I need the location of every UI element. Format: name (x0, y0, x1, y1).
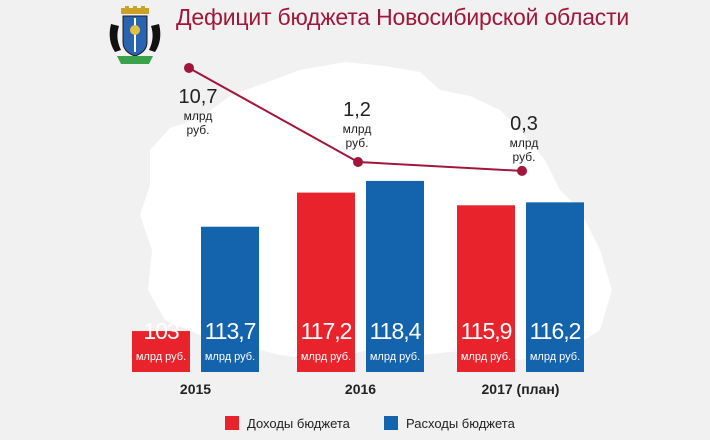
bar-unit-label: млрд руб. (370, 351, 420, 363)
bar-value-label: 118,4 (370, 318, 422, 344)
category-label: 2017 (план) (482, 381, 560, 397)
legend-item-income: Доходы бюджета (225, 414, 350, 432)
bar-value-label: 116,2 (530, 318, 581, 344)
bar-unit-label: млрд руб. (461, 351, 511, 363)
legend-label-expense: Расходы бюджета (406, 415, 515, 431)
legend-item-expense: Расходы бюджета (384, 414, 515, 432)
legend-label-income: Доходы бюджета (247, 415, 350, 431)
bar-expense-2 (526, 202, 584, 372)
legend-swatch-income (225, 416, 239, 430)
legend-swatch-expense (384, 416, 398, 430)
chart-title: Дефицит бюджета Новосибирской области (176, 4, 630, 30)
bar-unit-label: млрд руб. (530, 351, 580, 363)
deficit-unit-label: руб. (346, 136, 369, 150)
deficit-unit-label: млрд (184, 109, 213, 123)
category-label: 2016 (345, 381, 376, 397)
deficit-point (353, 157, 363, 167)
bar-expense-1 (366, 180, 424, 372)
bar-income-2 (457, 205, 515, 372)
deficit-point (517, 165, 527, 176)
bar-value-label: 103 (143, 318, 179, 344)
bar-unit-label: млрд руб. (301, 351, 351, 363)
bar-income-0 (132, 331, 190, 372)
deficit-unit-label: руб. (513, 150, 536, 164)
deficit-unit-label: руб. (187, 123, 210, 137)
deficit-value-label: 10,7 (179, 86, 218, 108)
deficit-unit-label: млрд (343, 122, 372, 136)
deficit-value-label: 0,3 (510, 113, 538, 135)
bar-value-label: 113,7 (205, 318, 256, 344)
category-label: 2015 (180, 381, 211, 397)
bar-income-1 (297, 192, 355, 372)
bar-expense-0 (201, 226, 259, 372)
bar-unit-label: млрд руб. (205, 351, 255, 363)
deficit-unit-label: млрд (510, 136, 539, 150)
bar-value-label: 117,2 (301, 318, 352, 344)
coat-of-arms-icon (109, 6, 161, 64)
bar-value-label: 115,9 (461, 318, 512, 344)
bar-unit-label: млрд руб. (136, 351, 186, 363)
deficit-point (184, 62, 194, 73)
deficit-value-label: 1,2 (343, 99, 371, 121)
